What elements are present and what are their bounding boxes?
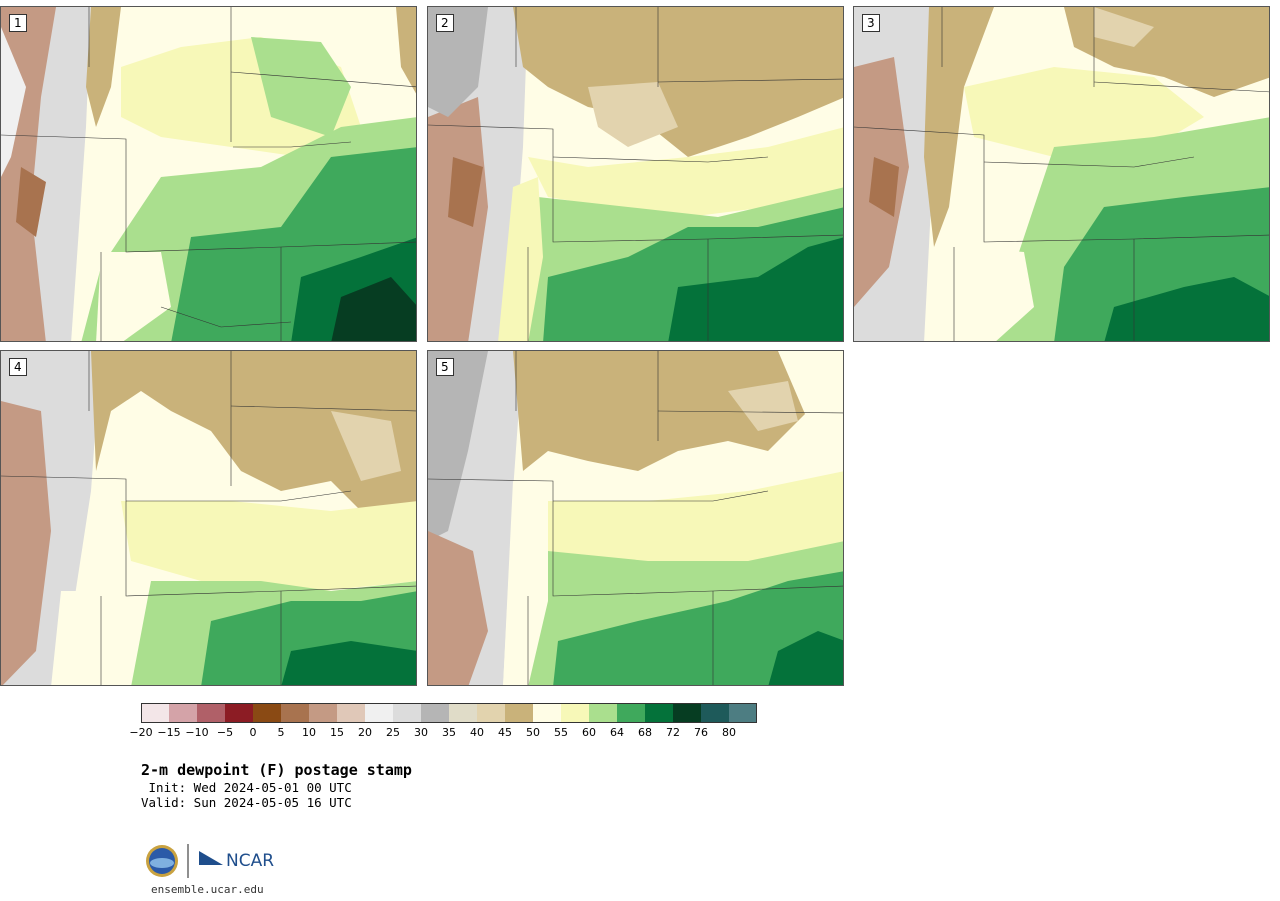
- colorbar-tick-label: −20: [129, 726, 153, 739]
- colorbar-swatch: [309, 703, 338, 723]
- colorbar-swatch: [701, 703, 730, 723]
- colorbar-swatch: [281, 703, 310, 723]
- panel-label: 4: [9, 358, 27, 376]
- dewpoint-map-4: [1, 351, 416, 685]
- colorbar-tick-label: 64: [610, 726, 624, 739]
- colorbar-tick-label: 50: [526, 726, 540, 739]
- colorbar-swatch: [477, 703, 506, 723]
- colorbar-swatch: [421, 703, 450, 723]
- colorbar-swatch: [729, 703, 757, 723]
- colorbar-tick-label: −15: [157, 726, 181, 739]
- colorbar-swatch: [673, 703, 702, 723]
- dewpoint-map-2: [428, 7, 843, 341]
- colorbar-swatch: [169, 703, 198, 723]
- ncar-logo-text: NCAR: [226, 851, 275, 871]
- colorbar-tick-label: 55: [554, 726, 568, 739]
- colorbar-tick-label: 5: [277, 726, 285, 739]
- colorbar-swatch: [365, 703, 394, 723]
- colorbar-swatch: [561, 703, 590, 723]
- colorbar-tick-label: −5: [216, 726, 234, 739]
- colorbar-tick-label: 40: [470, 726, 484, 739]
- colorbar-swatch: [589, 703, 618, 723]
- nsf-ncar-logos: [146, 844, 223, 878]
- figure-title: 2-m dewpoint (F) postage stamp: [141, 761, 412, 779]
- colorbar-tick-labels: −20 −15 −10 −5 0 5 10 15 20 25 30 35 40 45 50 55 60 64 68 7…: [129, 726, 781, 742]
- colorbar-tick-label: 20: [358, 726, 372, 739]
- colorbar-tick-label: 10: [302, 726, 316, 739]
- colorbar-swatch: [197, 703, 226, 723]
- colorbar-tick-label: 45: [498, 726, 512, 739]
- map-panel-3: 3: [853, 6, 1270, 342]
- colorbar-swatch: [533, 703, 562, 723]
- map-panel-5: 5: [427, 350, 844, 686]
- colorbar-tick-label: 0: [249, 726, 257, 739]
- nsf-logo: [146, 845, 178, 877]
- colorbar-swatch: [337, 703, 366, 723]
- colorbar-tick-label: 80: [722, 726, 736, 739]
- colorbar-swatch: [449, 703, 478, 723]
- dewpoint-map-5: [428, 351, 843, 685]
- colorbar-tick-label: 15: [330, 726, 344, 739]
- map-panel-2: 2: [427, 6, 844, 342]
- map-panel-1: 1: [0, 6, 417, 342]
- colorbar-swatch: [617, 703, 646, 723]
- colorbar-tick-label: 30: [414, 726, 428, 739]
- colorbar-tick-label: −10: [185, 726, 209, 739]
- colorbar-tick-label: 35: [442, 726, 456, 739]
- colorbar-swatch: [393, 703, 422, 723]
- dewpoint-map-1: [1, 7, 416, 341]
- map-panel-4: 4: [0, 350, 417, 686]
- valid-time: Valid: Sun 2024-05-05 16 UTC: [141, 795, 352, 810]
- dewpoint-map-3: [854, 7, 1269, 341]
- init-time: Init: Wed 2024-05-01 00 UTC: [141, 780, 352, 795]
- panel-label: 2: [436, 14, 454, 32]
- colorbar-swatch: [225, 703, 254, 723]
- colorbar-tick-label: 72: [666, 726, 680, 739]
- colorbar-tick-label: 76: [694, 726, 708, 739]
- colorbar-swatch: [645, 703, 674, 723]
- dewpoint-colorbar: [141, 703, 757, 723]
- panel-label: 5: [436, 358, 454, 376]
- website-url: ensemble.ucar.edu: [151, 883, 264, 896]
- colorbar-swatch: [253, 703, 282, 723]
- panel-label: 3: [862, 14, 880, 32]
- colorbar-tick-label: 60: [582, 726, 596, 739]
- panel-label: 1: [9, 14, 27, 32]
- colorbar-tick-label: 68: [638, 726, 652, 739]
- ncar-logo-mark: [199, 851, 223, 865]
- colorbar-swatch: [141, 703, 170, 723]
- colorbar-tick-label: 25: [386, 726, 400, 739]
- colorbar-border: [141, 703, 757, 723]
- colorbar-swatch: [505, 703, 534, 723]
